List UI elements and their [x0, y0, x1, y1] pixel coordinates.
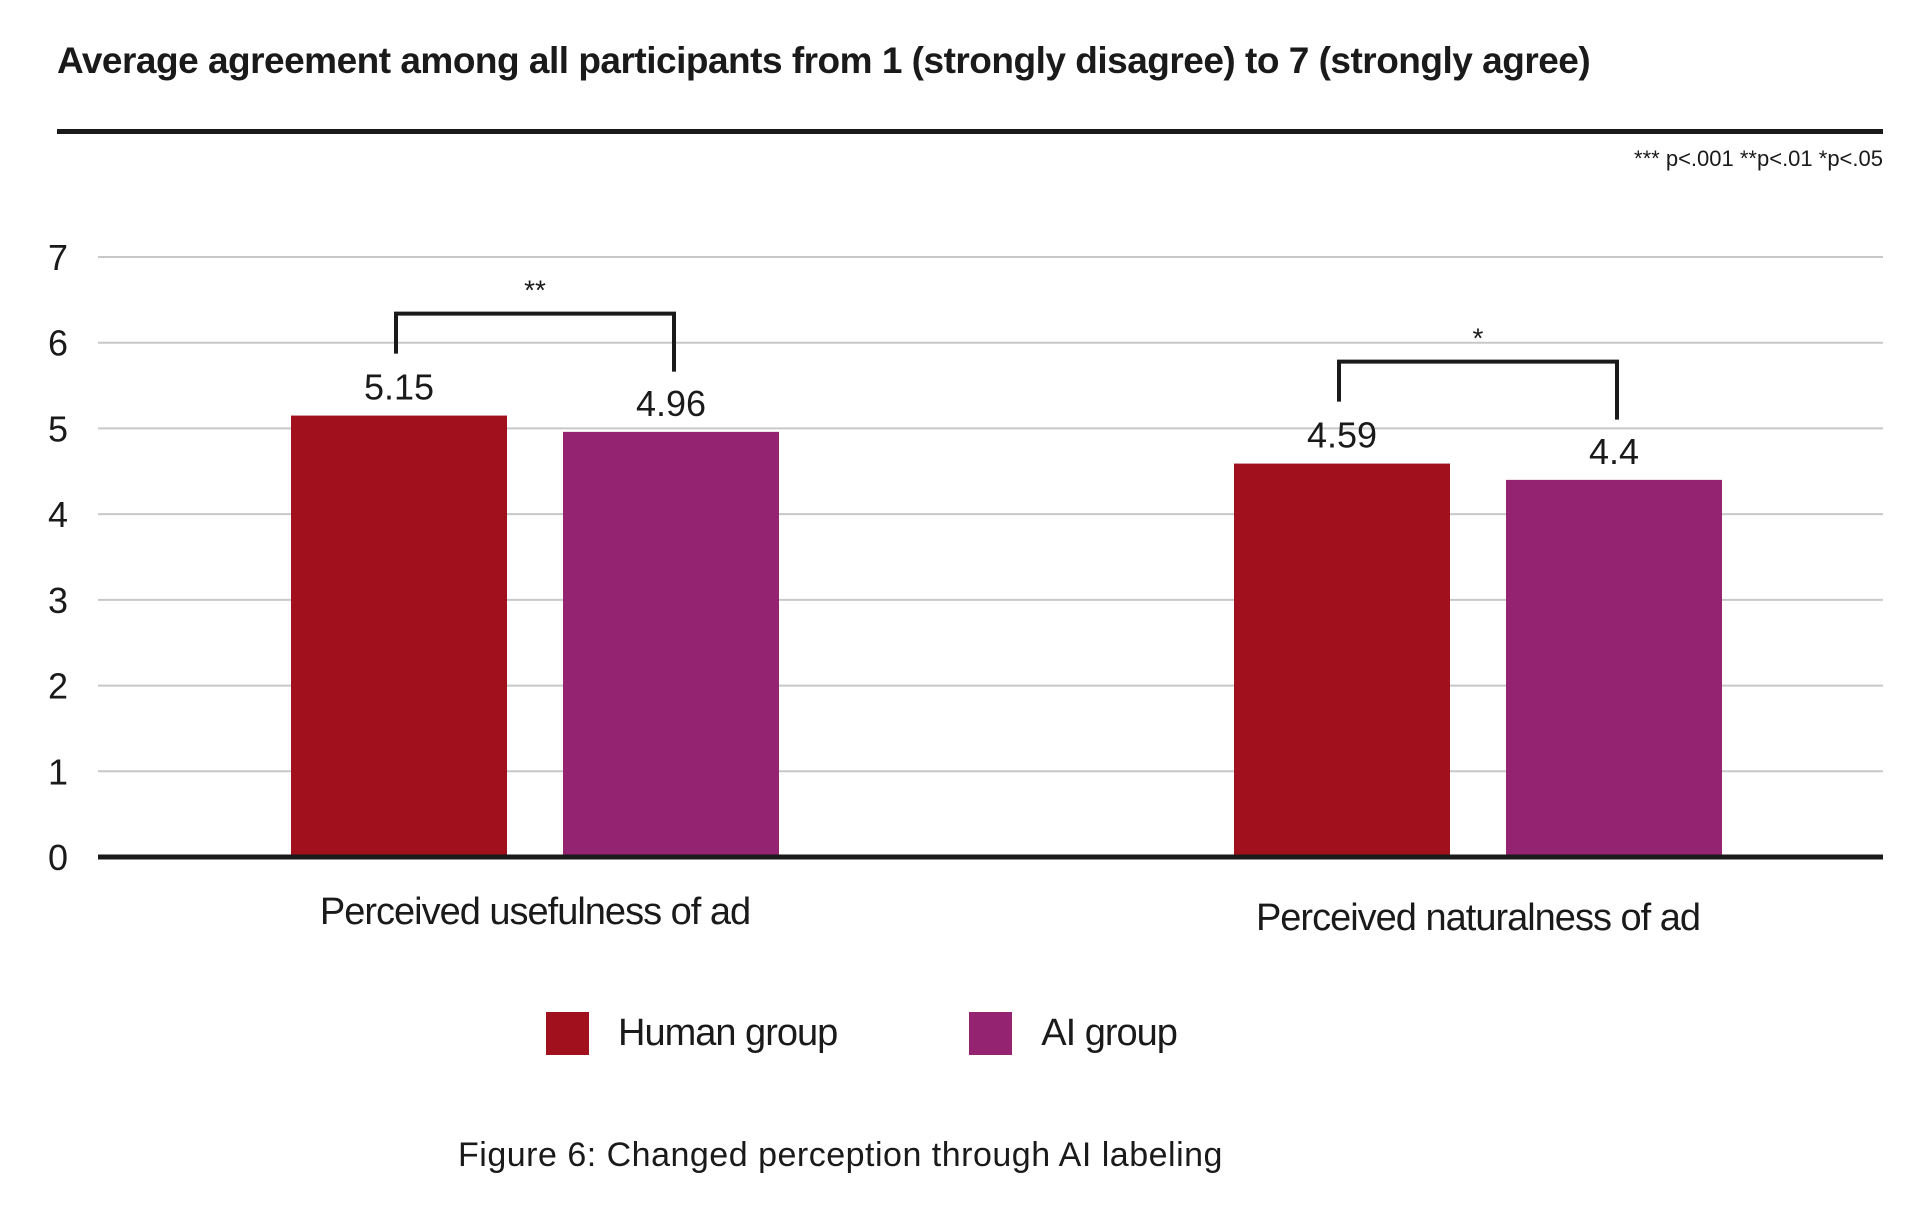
significance-bracket-2 [1337, 359, 1619, 420]
chart-title: Average agreement among all participants… [57, 40, 1591, 81]
y-tick-label-7: 7 [48, 237, 68, 278]
bar-ai-2 [1506, 479, 1722, 857]
y-tick-labels: 0 1 2 3 4 5 6 7 [48, 237, 68, 878]
legend-label-human: Human group [618, 1012, 838, 1054]
bars [291, 415, 1722, 857]
bar-ai-1 [563, 431, 779, 857]
y-tick-label-4: 4 [48, 494, 68, 535]
value-label-human-2: 4.59 [1307, 415, 1377, 456]
figure-caption: Figure 6: Changed perception through AI … [458, 1136, 1223, 1174]
significance-stars-1: ** [524, 275, 546, 306]
value-label-human-1: 5.15 [364, 367, 434, 408]
y-tick-label-0: 0 [48, 837, 68, 878]
legend-swatch-ai [969, 1012, 1013, 1055]
significance-stars-2: * [1473, 323, 1484, 354]
significance-bracket-1 [394, 311, 676, 372]
legend-swatch-human [546, 1012, 589, 1055]
significance-brackets: *** [394, 275, 1619, 420]
legend-label-ai: AI group [1041, 1012, 1178, 1054]
legend-item-human: Human group [546, 1012, 838, 1055]
y-tick-label-6: 6 [48, 323, 68, 364]
value-label-ai-1: 4.96 [636, 383, 706, 424]
y-tick-label-2: 2 [48, 666, 68, 707]
title-rule [57, 129, 1883, 134]
legend-item-ai: AI group [969, 1012, 1178, 1055]
value-labels: 5.15 4.96 4.59 4.4 [364, 367, 1639, 472]
x-category-label-2: Perceived naturalness of ad [1256, 897, 1700, 939]
y-tick-label-3: 3 [48, 580, 68, 621]
bar-human-1 [291, 415, 507, 857]
y-tick-label-5: 5 [48, 408, 68, 449]
x-category-labels: Perceived usefulness of ad Perceived natu… [320, 891, 1701, 939]
value-label-ai-2: 4.4 [1589, 431, 1639, 472]
x-category-label-1: Perceived usefulness of ad [320, 891, 750, 933]
y-tick-label-1: 1 [48, 751, 68, 792]
significance-note: *** p<.001 **p<.01 *p<.05 [1634, 146, 1883, 171]
legend: Human group AI group [546, 1012, 1178, 1055]
bar-human-2 [1234, 463, 1450, 857]
